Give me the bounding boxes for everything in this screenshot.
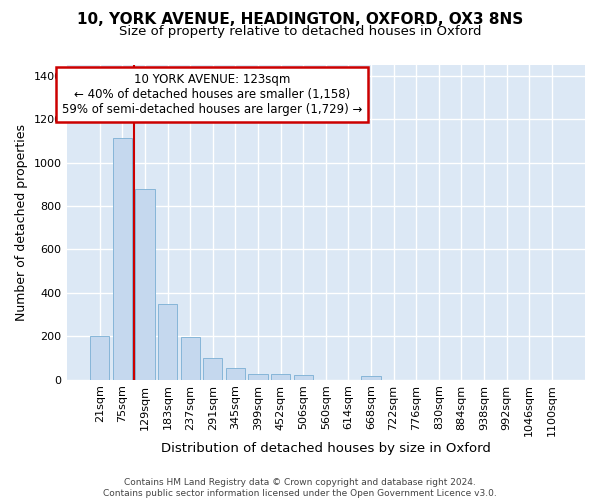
Bar	[90, 336, 109, 380]
Bar	[271, 374, 290, 380]
Text: Size of property relative to detached houses in Oxford: Size of property relative to detached ho…	[119, 25, 481, 38]
Bar	[181, 338, 200, 380]
Bar	[113, 138, 132, 380]
Bar	[293, 376, 313, 380]
X-axis label: Distribution of detached houses by size in Oxford: Distribution of detached houses by size …	[161, 442, 491, 455]
Bar	[158, 304, 177, 380]
Y-axis label: Number of detached properties: Number of detached properties	[15, 124, 28, 321]
Bar	[203, 358, 223, 380]
Bar	[226, 368, 245, 380]
Bar	[361, 376, 380, 380]
Text: Contains HM Land Registry data © Crown copyright and database right 2024.
Contai: Contains HM Land Registry data © Crown c…	[103, 478, 497, 498]
Bar	[136, 188, 155, 380]
Text: 10, YORK AVENUE, HEADINGTON, OXFORD, OX3 8NS: 10, YORK AVENUE, HEADINGTON, OXFORD, OX3…	[77, 12, 523, 28]
Text: 10 YORK AVENUE: 123sqm
← 40% of detached houses are smaller (1,158)
59% of semi-: 10 YORK AVENUE: 123sqm ← 40% of detached…	[62, 73, 362, 116]
Bar	[248, 374, 268, 380]
